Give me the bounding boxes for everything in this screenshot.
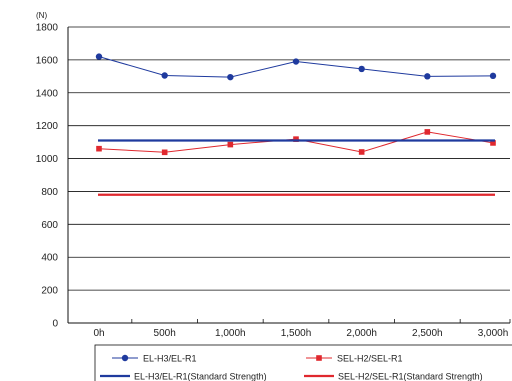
- series-0: [95, 53, 497, 81]
- y-tick-label: 800: [41, 187, 58, 198]
- x-tick-label: 3,000h: [478, 328, 509, 339]
- data-point: [96, 145, 102, 152]
- x-tick-label: 2,000h: [346, 328, 377, 339]
- data-point: [161, 149, 168, 156]
- series-1: [96, 129, 496, 156]
- x-tick-label: 0h: [93, 328, 104, 339]
- data-point: [95, 53, 103, 60]
- axes: [67, 27, 511, 323]
- data-point: [489, 72, 497, 80]
- y-tick-label: 1400: [36, 88, 59, 99]
- legend: EL-H3/EL-R1 SEL-H2/SEL-R1 EL-H3/EL-R1(Stan…: [94, 344, 512, 381]
- legend-marker: [121, 354, 129, 362]
- x-tick-label: 500h: [154, 328, 176, 339]
- data-point: [424, 129, 431, 135]
- labels: (N) 0 200 400 600 800 1000 1200 1400 1600 1800 0h 5…: [36, 11, 509, 339]
- x-tick-label: 1,500h: [281, 328, 312, 339]
- legend-item-2: EL-H3/EL-R1(Standard Strength): [100, 372, 267, 381]
- legend-item-1: SEL-H2/SEL-R1: [306, 354, 403, 364]
- data-point: [490, 140, 496, 146]
- legend-box: [94, 344, 512, 381]
- data-point: [358, 149, 365, 155]
- y-tick-label: 1600: [36, 55, 59, 66]
- legend-item-0: EL-H3/EL-R1: [112, 354, 197, 364]
- y-tick-label: 600: [41, 220, 58, 231]
- y-tick-label: 1000: [36, 154, 59, 165]
- legend-marker: [316, 355, 322, 361]
- data-point: [227, 73, 234, 81]
- data-point: [424, 73, 431, 80]
- data-point: [293, 136, 299, 142]
- x-tick-label: 1,000h: [215, 328, 246, 339]
- legend-label: EL-H3/EL-R1(Standard Strength): [134, 372, 267, 381]
- gridlines: [68, 26, 510, 324]
- y-tick-label: 1200: [36, 121, 59, 132]
- legend-label: EL-H3/EL-R1: [143, 354, 197, 364]
- legend-item-3: SEL-H2/SEL-R1(Standard Strength): [304, 372, 483, 381]
- y-tick-label: 400: [41, 253, 58, 264]
- data-point: [161, 72, 168, 79]
- x-tick-label: 2,500h: [412, 328, 443, 339]
- y-tick-label: 200: [41, 286, 58, 297]
- legend-label: SEL-H2/SEL-R1(Standard Strength): [338, 372, 483, 381]
- y-tick-label: 1800: [36, 23, 59, 34]
- legend-label: SEL-H2/SEL-R1: [337, 354, 403, 364]
- data-point: [292, 58, 300, 65]
- y-unit-label: (N): [36, 11, 47, 20]
- y-tick-label: 0: [52, 319, 58, 330]
- series: [95, 53, 497, 196]
- data-point: [358, 65, 365, 73]
- series-line: [98, 131, 494, 153]
- data-point: [227, 141, 234, 148]
